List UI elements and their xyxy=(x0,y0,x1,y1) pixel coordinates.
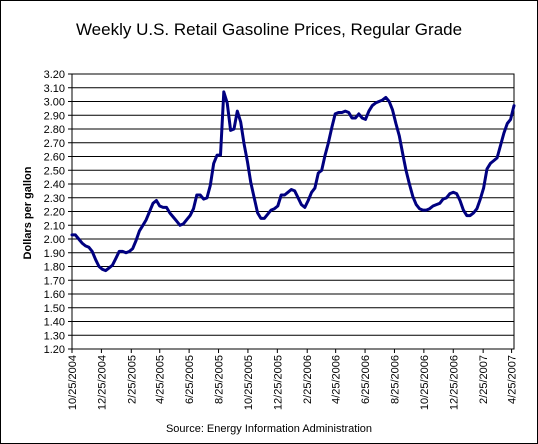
y-tick-label: 2.70 xyxy=(44,138,65,150)
y-tick-label: 2.00 xyxy=(44,234,65,246)
y-tick-label: 1.20 xyxy=(44,344,65,356)
x-tick-label: 12/25/2006 xyxy=(448,355,460,410)
x-tick-label: 4/25/2007 xyxy=(507,355,519,404)
y-tick-label: 2.30 xyxy=(44,193,65,205)
series-line xyxy=(70,90,516,273)
plot-border xyxy=(71,73,515,350)
x-tick-label: 2/25/2005 xyxy=(126,355,138,404)
x-tick-label: 10/25/2004 xyxy=(67,355,79,410)
y-tick-label: 1.50 xyxy=(44,303,65,315)
x-tick-label: 4/25/2006 xyxy=(331,355,343,404)
x-tick-label: 4/25/2005 xyxy=(155,355,167,404)
y-tick-label: 2.10 xyxy=(44,220,65,232)
x-tick-label: 8/25/2006 xyxy=(389,355,401,404)
x-tick-label: 8/25/2005 xyxy=(214,355,226,404)
y-tick-label: 2.20 xyxy=(44,207,65,219)
y-tick-label: 2.60 xyxy=(44,152,65,164)
y-tick-label: 3.10 xyxy=(44,83,65,95)
x-tick-label: 12/25/2004 xyxy=(96,355,108,410)
y-tick-label: 2.50 xyxy=(44,165,65,177)
y-tick-label: 2.80 xyxy=(44,124,65,136)
y-tick-label: 3.20 xyxy=(44,69,65,81)
x-tick-label: 2/25/2007 xyxy=(478,355,490,404)
y-tick-label: 1.30 xyxy=(44,330,65,342)
y-tick-label: 1.60 xyxy=(44,289,65,301)
x-tick-label: 10/25/2005 xyxy=(243,355,255,410)
y-tick-label: 2.40 xyxy=(44,179,65,191)
y-tick-label: 1.80 xyxy=(44,262,65,274)
y-tick-label: 2.90 xyxy=(44,110,65,122)
x-tick-label: 2/25/2006 xyxy=(302,355,314,404)
y-tick-label: 1.40 xyxy=(44,317,65,329)
x-tick-label: 6/25/2006 xyxy=(360,355,372,404)
x-tick-label: 12/25/2005 xyxy=(272,355,284,410)
x-tick-label: 6/25/2005 xyxy=(184,355,196,404)
source-note: Source: Energy Information Administratio… xyxy=(165,423,373,435)
chart-title: Weekly U.S. Retail Gasoline Prices, Regu… xyxy=(75,20,463,39)
y-tick-label: 1.90 xyxy=(44,248,65,260)
y-tick-label: 3.00 xyxy=(44,97,65,109)
x-tick-label: 10/25/2006 xyxy=(419,355,431,410)
y-tick-label: 1.70 xyxy=(44,275,65,287)
